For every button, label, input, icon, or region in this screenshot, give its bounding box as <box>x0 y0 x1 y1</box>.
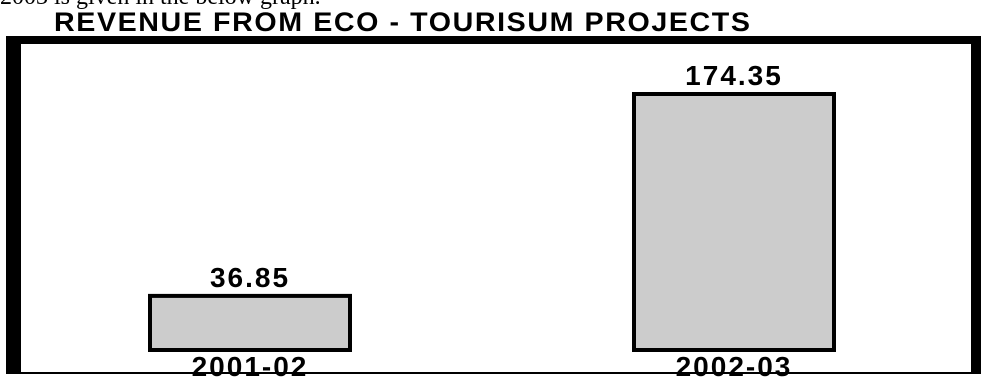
page-intro-text: 2003 is given in the below graph. <box>0 0 321 11</box>
bar-value-label: 36.85 <box>210 262 290 293</box>
bar-2002-03 <box>632 92 836 352</box>
chart-title: REVENUE FROM ECO - TOURISUM PROJECTS <box>54 7 752 37</box>
bar-2001-02 <box>148 293 352 352</box>
x-tick-label: 2001-02 <box>192 351 309 381</box>
x-tick-label: 2002-03 <box>676 351 793 381</box>
bar-value-label: 174.35 <box>685 60 783 91</box>
